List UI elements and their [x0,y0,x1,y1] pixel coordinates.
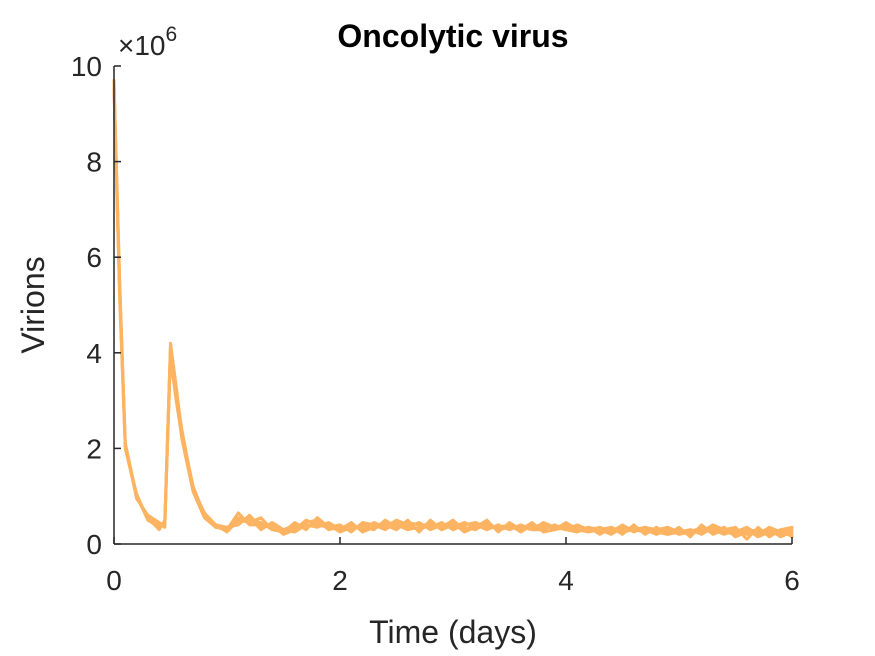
y-axis-exponent-base: ×10 [118,30,166,61]
y-tick-label: 0 [86,529,102,560]
y-axis-exponent-power: 6 [166,23,178,46]
series-line-3 [112,88,794,539]
series-layer [112,78,794,541]
y-axis-exponent: ×106 [118,23,177,61]
series-line-4 [112,81,794,536]
series-line-5 [112,86,794,541]
x-tick-label: 0 [106,565,122,596]
y-tick-label: 4 [86,338,102,369]
y-tick-label: 8 [86,147,102,178]
y-tick-label: 10 [71,51,102,82]
y-ticks: 0 2 4 6 8 10 [71,51,121,560]
chart-title: Oncolytic virus [337,18,568,54]
y-tick-label: 2 [86,433,102,464]
x-tick-label: 2 [332,565,348,596]
x-axis-label: Time (days) [369,614,537,650]
x-ticks: 0 2 4 6 [106,537,800,596]
y-tick-label: 6 [86,242,102,273]
y-axis-label: Virions [15,256,51,353]
x-tick-label: 4 [558,565,574,596]
series-line-2 [112,83,794,539]
series-line-1 [112,78,794,539]
x-tick-label: 6 [784,565,800,596]
